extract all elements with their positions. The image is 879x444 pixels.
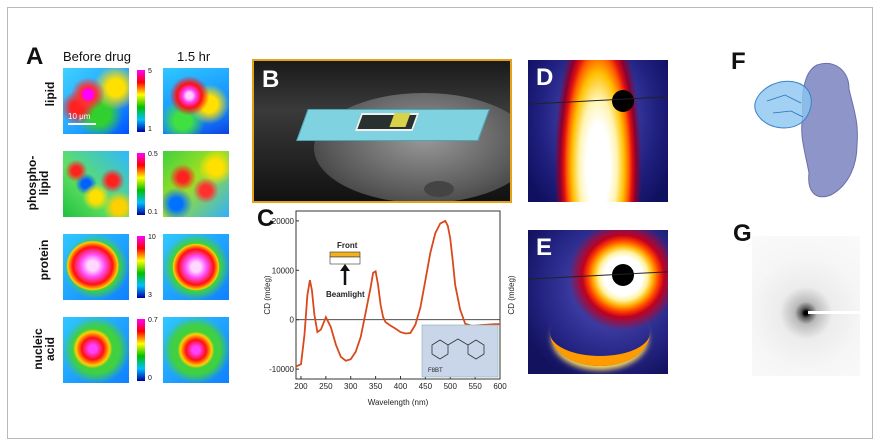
panel-b-letter: B	[262, 66, 280, 93]
beamstop-wire	[528, 271, 668, 280]
cd-spectrum-chart: 200 250 300 350 400 450 500 550 600 -10000 0 10000…	[263, 210, 516, 407]
phospholipid-colorbar	[137, 153, 145, 215]
beamstop-wire	[528, 96, 668, 105]
protein-before-map	[63, 234, 129, 300]
y-tick-label: 10000	[272, 266, 295, 275]
panel-g-letter: G	[733, 220, 752, 247]
plot-frame	[295, 210, 501, 380]
protein-colorbar	[137, 236, 145, 298]
envelope-domain	[754, 80, 812, 129]
beamstop	[612, 90, 634, 112]
panel-b-photo	[252, 59, 512, 203]
inset-substrate	[329, 256, 361, 265]
panel-d-scattering	[528, 60, 668, 202]
panel-g-diffraction	[752, 236, 860, 376]
beamstop-arm	[808, 311, 860, 314]
disk-hole	[424, 181, 454, 197]
nucleic-acid-colorbar-max: 0.7	[148, 317, 158, 324]
y-tick-label: -10000	[269, 365, 294, 374]
beam-arrow-head	[340, 264, 350, 271]
phospholipid-before-map	[63, 151, 129, 217]
phospholipid-after-map	[163, 151, 229, 217]
row-label-nucleic-acid: nucleic acid	[31, 328, 57, 370]
x-tick-label: 250	[319, 382, 333, 391]
nucleic-acid-after-map	[163, 317, 229, 383]
y-axis-label-left: CD (mdeg)	[263, 275, 272, 314]
panel-a-letter: A	[26, 43, 44, 70]
x-tick-label: 200	[294, 382, 308, 391]
y-tick-label: 0	[290, 316, 295, 325]
phospholipid-colorbar-min: 0.1	[148, 209, 158, 216]
panel-c-letter: C	[257, 205, 275, 232]
phospholipid-colorbar-max: 0.5	[148, 151, 158, 158]
x-tick-label: 600	[493, 382, 507, 391]
x-tick-label: 300	[344, 382, 358, 391]
x-tick-label: 500	[444, 382, 458, 391]
row-label-lipid: lipid	[43, 81, 57, 107]
envelope-main	[801, 63, 858, 198]
row-label-phospholipid: phospho- lipid	[25, 155, 51, 211]
sample-window	[354, 113, 420, 131]
scattering-arc	[550, 300, 650, 366]
row-label-protein: protein	[37, 239, 51, 281]
series-line	[295, 219, 500, 368]
molecule-structure-icon	[431, 338, 485, 360]
scale-bar-label: 10 μm	[68, 112, 91, 121]
inset-beam-label: Beamlight	[326, 290, 365, 299]
y-axis-label-right: CD (mdeg)	[507, 275, 516, 314]
inset-front-film	[329, 251, 361, 258]
molecule-inset	[421, 324, 499, 378]
molecule-label: F8BT	[428, 368, 443, 374]
lipid-before-map: 10 μm	[63, 68, 129, 134]
panel-f-letter: F	[731, 48, 746, 75]
domain-mesh	[766, 94, 804, 118]
protein-colorbar-min: 3	[148, 292, 152, 299]
panel-d-letter: D	[536, 64, 554, 91]
lipid-colorbar-max: 5	[148, 68, 152, 75]
beamstop	[612, 264, 634, 286]
y-tick-label: 20000	[272, 217, 295, 226]
x-axis-label: Wavelength (nm)	[368, 398, 429, 407]
protein-after-map	[163, 234, 229, 300]
lipid-after-map	[163, 68, 229, 134]
column-header-after: 1.5 hr	[177, 49, 211, 64]
x-tick-label: 450	[419, 382, 433, 391]
lipid-colorbar	[137, 70, 145, 132]
panel-f-molecular-envelope	[754, 63, 858, 198]
column-header-before: Before drug	[63, 49, 131, 64]
scale-bar	[68, 123, 96, 125]
x-tick-label: 400	[394, 382, 408, 391]
nucleic-acid-colorbar-min: 0	[148, 375, 152, 382]
inset-front-label: Front	[337, 241, 358, 250]
x-tick-label: 350	[369, 382, 383, 391]
nucleic-acid-before-map	[63, 317, 129, 383]
lipid-colorbar-min: 1	[148, 126, 152, 133]
x-tick-label: 550	[468, 382, 482, 391]
protein-colorbar-max: 10	[148, 234, 156, 241]
nucleic-acid-colorbar	[137, 319, 145, 381]
panel-e-letter: E	[536, 234, 553, 261]
panel-e-scattering	[528, 230, 668, 374]
